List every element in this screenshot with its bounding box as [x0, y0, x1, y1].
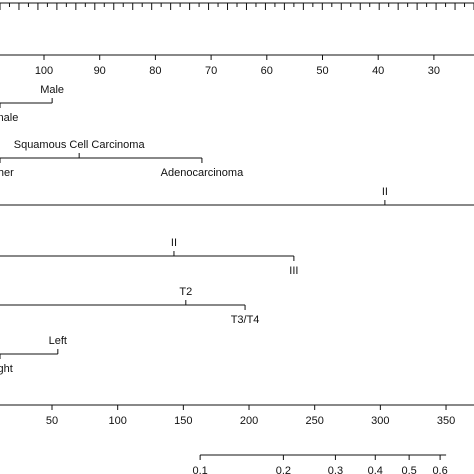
- tick-label: 150: [174, 415, 192, 427]
- tick-label: 60: [261, 65, 273, 77]
- level-label: Right: [0, 363, 13, 375]
- tick-label: 350: [437, 415, 455, 427]
- level-label: Other: [0, 167, 14, 179]
- level-label: III: [289, 265, 298, 277]
- tick-label: 50: [46, 415, 58, 427]
- tick-label: 0.4: [368, 465, 383, 474]
- level-label: Left: [49, 335, 67, 347]
- tick-label: 50: [316, 65, 328, 77]
- level-label: Female: [0, 112, 18, 124]
- tick-label: 200: [240, 415, 258, 427]
- tick-label: 80: [149, 65, 161, 77]
- level-label: Adenocarcinoma: [161, 167, 244, 179]
- tick-label: 70: [205, 65, 217, 77]
- tick-label: 300: [371, 415, 389, 427]
- level-label: II: [382, 186, 388, 198]
- tick-label: 250: [306, 415, 324, 427]
- level-label: T2: [179, 286, 192, 298]
- tick-label: 0.1: [192, 465, 207, 474]
- tick-label: 0.2: [276, 465, 291, 474]
- tick-label: 90: [94, 65, 106, 77]
- tick-label: 100: [108, 415, 126, 427]
- level-label: II: [171, 237, 177, 249]
- tick-label: 40: [372, 65, 384, 77]
- level-label: Male: [40, 84, 64, 96]
- level-label: T3/T4: [231, 314, 260, 326]
- level-label: Squamous Cell Carcinoma: [14, 139, 146, 151]
- tick-label: 0.6: [432, 465, 447, 474]
- tick-label: 100: [35, 65, 53, 77]
- tick-label: 30: [428, 65, 440, 77]
- tick-label: 0.3: [328, 465, 343, 474]
- tick-label: 0.5: [401, 465, 416, 474]
